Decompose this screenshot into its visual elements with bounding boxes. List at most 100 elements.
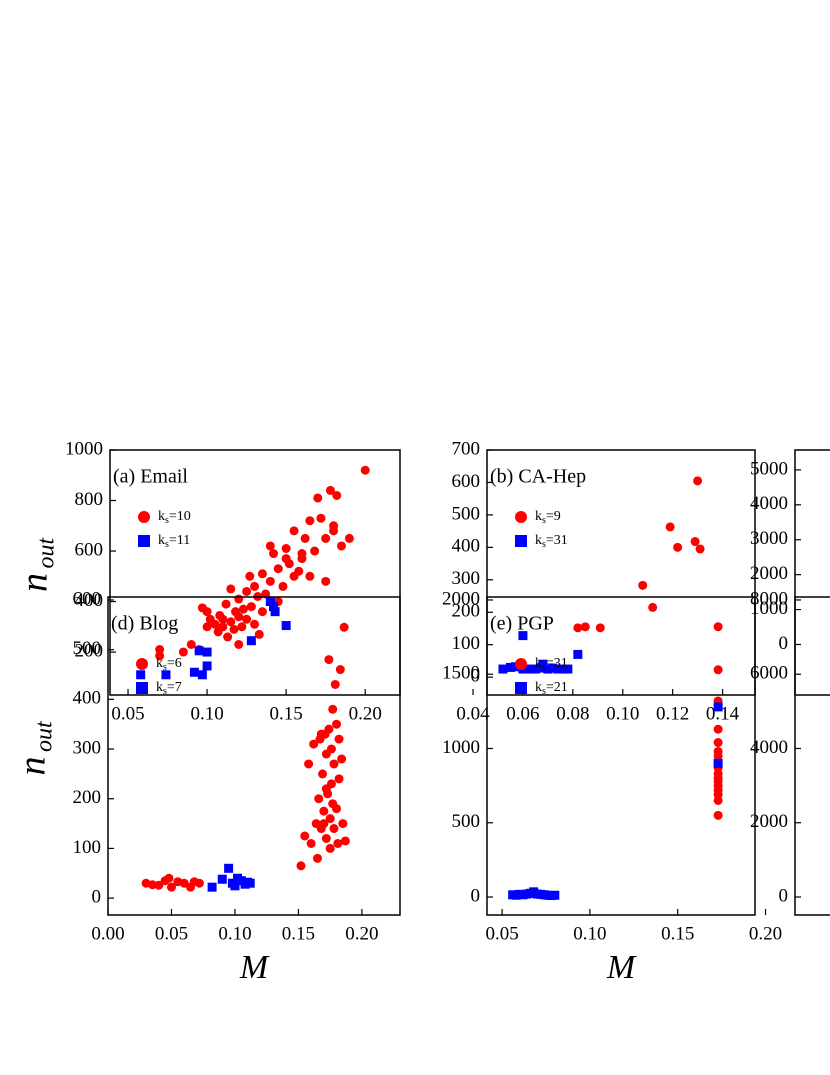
point (194, 878, 204, 888)
x-tick-label: 0.05 (111, 703, 144, 724)
point (300, 831, 310, 841)
y-tick-label: 500 (73, 638, 102, 659)
y-axis-label: n out (14, 537, 60, 593)
point (186, 639, 196, 649)
x-axis-label: M (239, 949, 270, 986)
point (563, 664, 573, 674)
point (665, 522, 675, 532)
point (305, 571, 315, 581)
point (245, 571, 255, 581)
y-tick-label: 600 (75, 539, 104, 560)
point (202, 647, 212, 657)
x-tick-label: 0.10 (573, 923, 606, 944)
point (304, 759, 314, 769)
point (281, 544, 291, 554)
y-tick-label: 100 (73, 837, 102, 858)
point (573, 623, 583, 633)
point (314, 794, 324, 804)
legend-label: ks=11 (158, 533, 190, 550)
point (713, 795, 723, 805)
point (339, 622, 349, 632)
point (713, 724, 723, 734)
point (296, 861, 306, 871)
point (324, 724, 334, 734)
point (246, 636, 256, 646)
legend-label: ks=21 (535, 680, 568, 697)
point (242, 586, 252, 596)
x-tick-label: 0.04 (456, 703, 490, 724)
y-tick-label: 4000 (750, 493, 788, 514)
point (337, 754, 347, 764)
y-tick-label: 200 (75, 640, 104, 661)
point (332, 490, 342, 500)
legend-marker (515, 511, 527, 523)
point (202, 622, 212, 632)
point (273, 564, 283, 574)
point (281, 621, 291, 631)
y-tick-label: 1000 (442, 737, 480, 758)
point (221, 599, 231, 609)
point (210, 619, 220, 629)
point (265, 597, 275, 607)
point (261, 589, 271, 599)
point (224, 863, 234, 873)
y-tick-label: 1500 (442, 663, 480, 684)
point (648, 602, 658, 612)
plot-frame (109, 449, 401, 696)
point (690, 537, 700, 547)
point (217, 874, 227, 884)
y-tick-label: 100 (452, 633, 481, 654)
x-tick-label: 0.05 (485, 923, 518, 944)
point (321, 833, 331, 843)
y-label-sub: out (34, 537, 60, 569)
point (673, 542, 683, 552)
x-tick-label: 0.15 (282, 923, 315, 944)
y-label-main: n (12, 757, 54, 776)
point (242, 614, 252, 624)
point (713, 702, 723, 712)
point (335, 665, 345, 675)
x-tick-label: 0.15 (270, 703, 303, 724)
point (332, 719, 342, 729)
point (281, 554, 291, 564)
y-tick-label: 2000 (750, 563, 788, 584)
y-label-main: n (14, 573, 56, 592)
point (325, 485, 335, 495)
x-tick-label: 0.08 (556, 703, 589, 724)
point (234, 639, 244, 649)
point (312, 853, 322, 863)
y-tick-label: 300 (452, 568, 481, 589)
point (178, 647, 188, 657)
y-tick-label: 2000 (750, 811, 788, 832)
x-tick-label: 0.20 (349, 703, 382, 724)
point (218, 622, 228, 632)
point (189, 667, 199, 677)
point (713, 758, 723, 768)
point (154, 880, 164, 890)
point (229, 624, 239, 634)
point (223, 632, 233, 642)
point (246, 602, 256, 612)
point (313, 493, 323, 503)
point (713, 810, 723, 820)
point (498, 664, 508, 674)
point (166, 882, 176, 892)
point (329, 824, 339, 834)
point (505, 662, 515, 672)
y-tick-label: 400 (75, 590, 104, 611)
point (330, 679, 340, 689)
point (340, 836, 350, 846)
legend-label: ks=10 (158, 509, 191, 526)
y-tick-label: 5000 (750, 458, 788, 479)
x-tick-label: 0.10 (190, 703, 223, 724)
point (207, 882, 217, 892)
legend-marker (136, 682, 148, 694)
point (548, 663, 558, 673)
point (202, 607, 212, 617)
x-tick-label: 0.10 (606, 703, 639, 724)
panel-title: (d) Blog (111, 613, 178, 635)
legend-label: ks=9 (535, 509, 561, 526)
y-tick-label: 600 (73, 588, 102, 609)
y-tick-label: 0 (471, 885, 481, 906)
